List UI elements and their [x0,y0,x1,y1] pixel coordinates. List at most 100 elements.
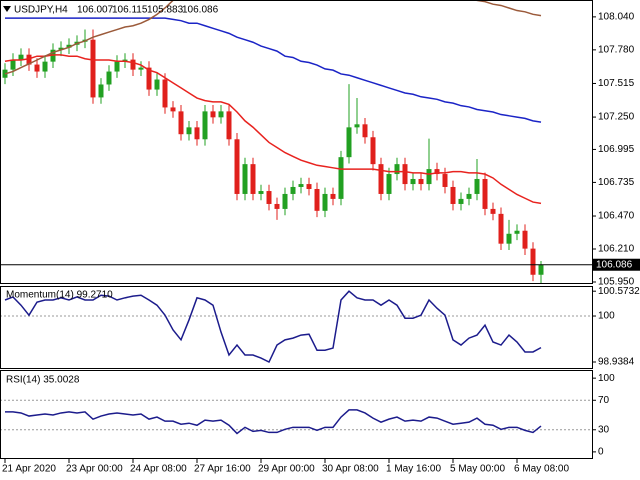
candle-body [178,111,184,135]
y-tick-label: 106.470 [598,211,635,222]
candle-body [226,111,232,140]
main-panel-frame [0,0,593,284]
candle-body [322,193,328,211]
y-tick-label: 70 [598,395,610,406]
symbol-menu-icon[interactable] [3,6,11,12]
candle-body [418,178,424,185]
momentum-title: Momentum(14) 99.2710 [6,290,113,301]
y-tick-label: 106.995 [598,144,635,155]
candle-body [250,164,256,194]
candle-body [274,203,280,209]
candle-body [282,193,288,209]
x-tick-label: 29 Apr 00:00 [258,464,315,475]
y-tick-label: 0 [598,447,604,458]
candle-body [162,79,168,108]
candle-body [514,230,520,234]
candle-body [242,164,248,194]
candle-body [386,174,392,194]
x-tick-label: 27 Apr 16:00 [194,464,251,475]
moving-average [5,17,542,123]
y-tick-label: 30 [598,424,610,435]
candle-body [522,230,528,249]
candle-body [202,111,208,140]
candle-body [58,47,64,50]
candle-body [378,164,384,194]
candle-body [218,111,224,118]
candle-body [354,124,360,128]
y-tick-label: 106.210 [598,244,635,255]
candle-body [186,127,192,135]
candle-body [154,79,160,90]
candle-body [458,198,464,204]
y-tick-label: 105.950 [598,277,635,288]
x-tick-label: 5 May 00:00 [450,464,505,475]
candle-body [466,193,472,199]
candle-body [538,264,544,275]
candle-body [170,107,176,112]
ohlc-low: 105.883 [147,5,184,16]
y-tick-label: 107.780 [598,44,635,55]
candle-body [490,208,496,214]
candle-body [98,84,104,98]
candle-body [434,169,440,175]
candle-body [402,164,408,185]
candle-body [506,233,512,244]
x-tick-label: 23 Apr 00:00 [66,464,123,475]
ohlc-open: 106.007 [77,5,114,16]
y-tick-label: 98.9384 [598,357,635,368]
candle-body [26,54,32,65]
candle-body [194,127,200,140]
indicator-line [5,409,542,435]
candle-body [90,39,96,98]
x-tick-label: 21 Apr 2020 [2,464,56,475]
x-tick-label: 6 May 08:00 [514,464,569,475]
candle-body [130,59,136,70]
candle-body [306,184,312,190]
candle-body [442,174,448,187]
y-tick-label: 107.250 [598,112,635,123]
candle-body [362,124,368,138]
candle-body [474,178,480,194]
candle-body [66,44,72,48]
momentum-panel-frame [0,286,593,369]
candle-body [290,186,296,194]
x-tick-label: 30 Apr 08:00 [322,464,379,475]
moving-average [4,1,542,75]
candle-body [394,164,400,175]
candle-body [330,193,336,199]
x-tick-label: 24 Apr 08:00 [130,464,187,475]
candle-body [314,189,320,211]
last-price-label: 106.086 [596,259,633,270]
candle-body [10,59,16,70]
candle-body [498,213,504,244]
candle-body [234,139,240,194]
candle-body [298,184,304,187]
y-tick-label: 108.040 [598,12,635,23]
candle-body [34,64,40,72]
main-plot [1,1,592,283]
y-tick-label: 106.735 [598,177,635,188]
candle-body [114,61,120,72]
candle-body [482,178,488,209]
ohlc-close: 106.086 [182,5,219,16]
indicator-line [4,290,542,364]
symbol-title: USDJPY,H4 [14,5,68,16]
labels: USDJPY,H4 106.007 106.115 105.883 106.08… [2,5,640,475]
candle-body [450,186,456,204]
moving-average [4,54,542,205]
rsi-title: RSI(14) 35.0028 [6,375,80,386]
candle-body [106,71,112,85]
candle-body [258,191,264,194]
y-tick-label: 107.515 [598,78,635,89]
x-tick-label: 1 May 16:00 [386,464,441,475]
ohlc-high: 106.115 [112,5,148,16]
candle-body [42,61,48,72]
candle-body [18,54,24,60]
candle-body [138,67,144,70]
last-price-box [593,258,640,271]
candle-body [338,157,344,199]
candle-body [410,178,416,185]
candle-body [346,127,352,158]
